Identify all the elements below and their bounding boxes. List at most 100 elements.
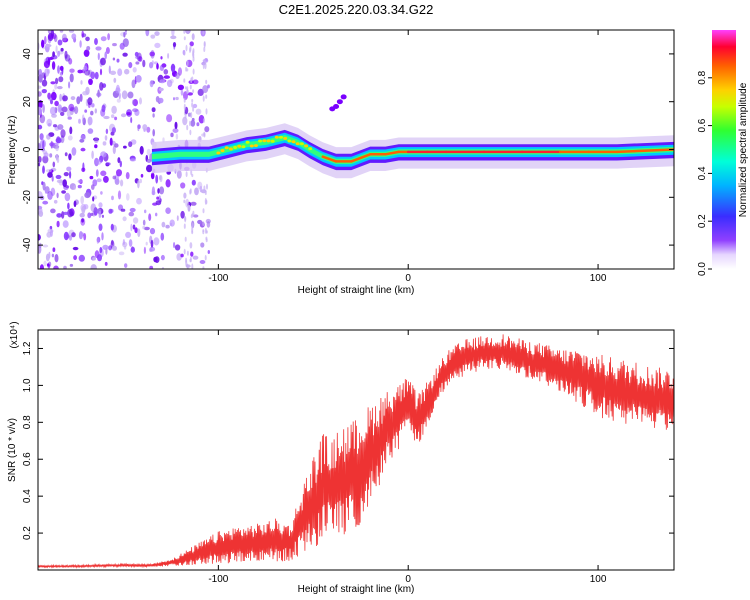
noise-streak (183, 103, 186, 111)
noise-blob (185, 30, 191, 35)
noise-blob (191, 179, 196, 186)
noise-blob (68, 103, 75, 111)
noise-blob (132, 99, 138, 107)
noise-blob (55, 145, 59, 152)
noise-blob (54, 100, 59, 107)
noise-blob (41, 89, 47, 94)
noise-blob (117, 68, 123, 76)
noise-blob (69, 68, 75, 73)
noise-blob (80, 218, 86, 226)
noise-blob (176, 215, 179, 222)
noise-streak (183, 78, 186, 83)
noise-streak (204, 190, 207, 196)
spectrogram-ticks: -100 0 100 -40 -20 0 20 40 (22, 30, 674, 284)
noise-blob (63, 172, 69, 177)
noise-blob (160, 232, 165, 241)
noise-streak (184, 216, 187, 221)
noise-blob (57, 39, 63, 46)
noise-blob (204, 126, 210, 133)
noise-blob (100, 36, 107, 42)
noise-blob (136, 197, 142, 205)
noise-blob (142, 59, 146, 68)
noise-blob (90, 110, 94, 116)
noise-blob (149, 51, 155, 57)
noise-blob (62, 220, 69, 228)
noise-streak (186, 264, 189, 269)
noise-blob (61, 190, 66, 194)
noise-blob (77, 179, 83, 184)
noise-blob (49, 106, 57, 116)
noise-blob (128, 141, 133, 148)
noise-blob (175, 133, 179, 140)
noise-streak (192, 48, 195, 54)
noise-blob (57, 124, 64, 130)
noise-blob (56, 192, 59, 199)
noise-blob (111, 127, 116, 134)
noise-blob (100, 57, 106, 66)
noise-blob (47, 57, 51, 66)
noise-streak (202, 63, 205, 70)
noise-blob (173, 242, 176, 249)
ridge-branch (336, 99, 343, 105)
colorbar: 0.0 0.2 0.4 0.6 0.8 Normalized spectral ampl… (697, 30, 749, 276)
noise-blob (121, 90, 128, 100)
noise-blob (145, 30, 150, 37)
noise-blob (160, 56, 163, 60)
noise-blob (56, 220, 60, 228)
noise-blob (47, 30, 52, 34)
noise-blob (45, 44, 52, 48)
noise-blob (131, 99, 135, 105)
noise-blob (69, 73, 74, 83)
noise-blob (38, 156, 42, 163)
x-tick-label: -100 (208, 273, 228, 284)
noise-streak (203, 132, 206, 138)
noise-blob (175, 72, 180, 79)
noise-blob (55, 77, 59, 85)
noise-blob (60, 129, 66, 138)
noise-blob (94, 144, 98, 149)
noise-blob (83, 66, 88, 71)
noise-blob (68, 235, 73, 241)
noise-blob (116, 169, 122, 177)
noise-blob (38, 142, 42, 150)
noise-streak (192, 56, 195, 62)
noise-streak (183, 248, 186, 255)
noise-blob (42, 244, 49, 248)
noise-blob (128, 211, 135, 217)
noise-blob (94, 137, 99, 143)
colorbar-tick-label: 0.2 (697, 214, 708, 228)
noise-streak (204, 62, 207, 70)
noise-blob (42, 165, 45, 174)
noise-blob (97, 89, 100, 98)
noise-blob (94, 108, 98, 114)
noise-blob (38, 85, 42, 89)
noise-blob (99, 247, 103, 254)
noise-blob (102, 141, 107, 146)
noise-blob (154, 42, 161, 49)
noise-blob (81, 218, 84, 223)
noise-blob (129, 158, 136, 162)
noise-blob (176, 170, 182, 179)
noise-blob (99, 82, 104, 91)
noise-blob (154, 31, 160, 36)
noise-blob (206, 221, 211, 228)
noise-blob (83, 49, 90, 57)
noise-streak (204, 197, 207, 205)
noise-blob (90, 71, 96, 80)
noise-blob (140, 173, 144, 178)
noise-blob (52, 51, 55, 58)
noise-blob (125, 30, 127, 33)
noise-blob (66, 109, 71, 118)
noise-blob (78, 118, 81, 124)
noise-streak (204, 227, 207, 234)
colorbar-gradient (712, 30, 736, 269)
noise-blob (149, 227, 156, 235)
noise-blob (152, 129, 155, 137)
noise-blob (96, 178, 102, 183)
noise-blob (55, 137, 62, 144)
noise-blob (108, 208, 113, 214)
noise-blob (80, 147, 86, 152)
noise-blob (174, 244, 181, 251)
ridge-core (350, 153, 372, 163)
